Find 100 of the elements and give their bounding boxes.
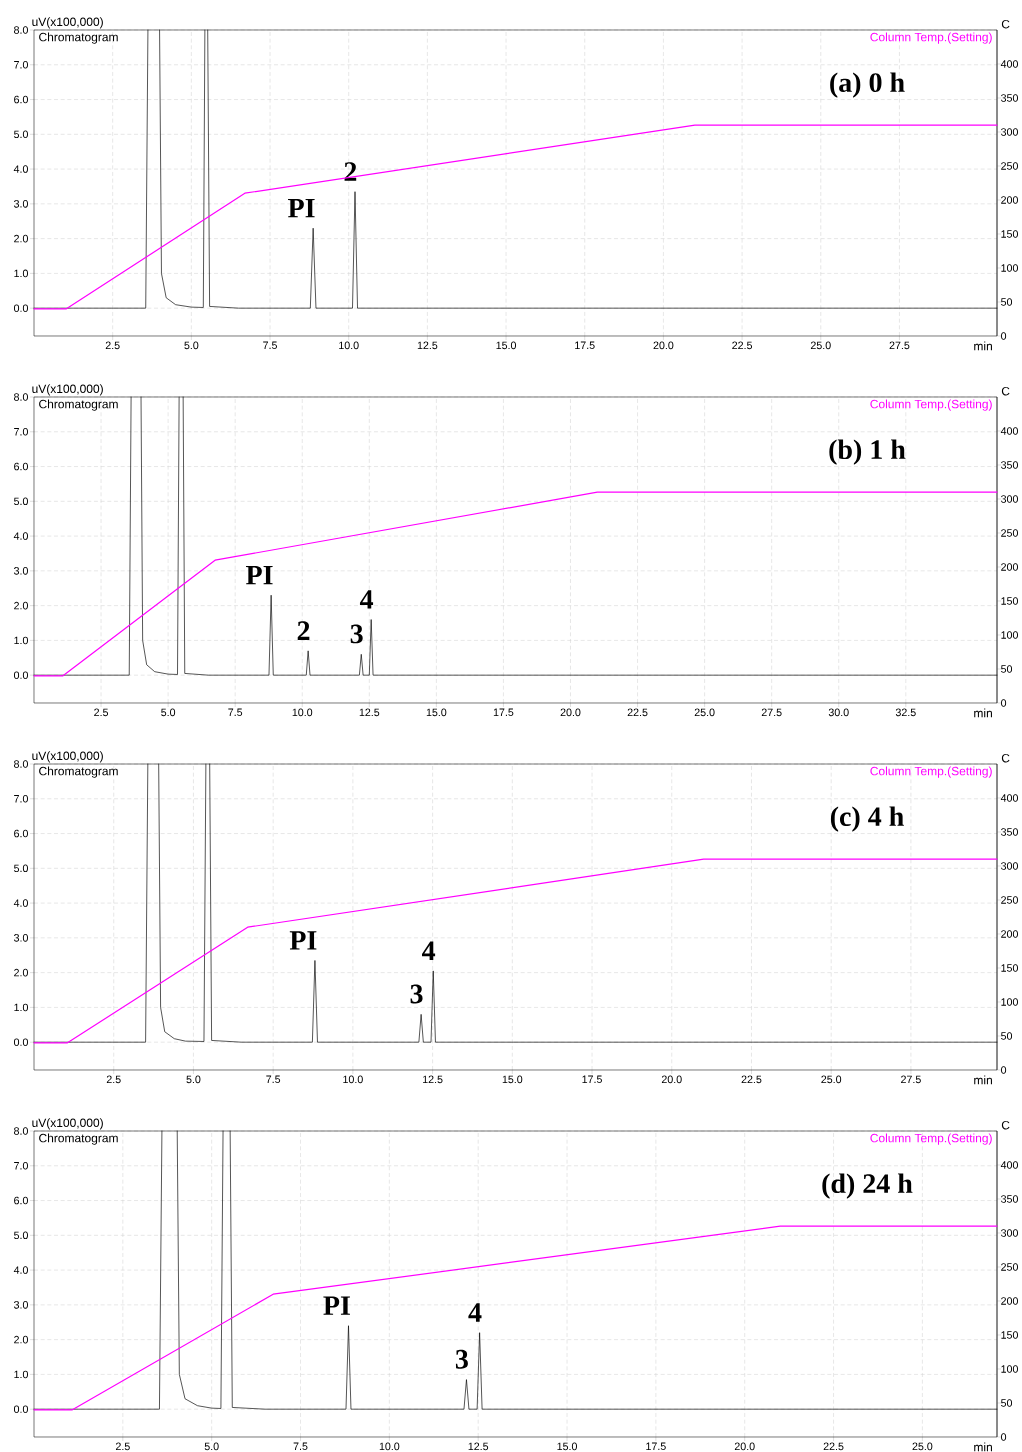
x-tick-label: 7.5 [263, 341, 277, 350]
y-tick-label: 5.0 [13, 1231, 28, 1240]
y-tick-label: 2.0 [14, 601, 28, 610]
x-tick-label: 20.0 [653, 341, 674, 350]
x-tick-label: 12.5 [423, 1075, 443, 1084]
annotation: 2 [344, 162, 357, 181]
x-tick-label: 15.0 [557, 1442, 577, 1451]
y-tick-label: 4.0 [13, 899, 28, 907]
x-tick-label: 12.5 [468, 1442, 489, 1451]
x-axis-title: min [974, 708, 992, 718]
series-label: Chromatogram [39, 399, 118, 411]
annotation: PI [323, 1296, 350, 1315]
y2-tick-label: 400 [1000, 1161, 1018, 1169]
y2-tick-label: 150 [1001, 230, 1018, 238]
x-tick-label: 22.5 [627, 708, 648, 717]
x-tick-label: 5.0 [161, 708, 176, 717]
y-tick-label: 8.0 [14, 1127, 28, 1135]
annotation: PI [289, 931, 317, 950]
y-tick-label: 6.0 [14, 462, 28, 471]
y2-tick-label: 150 [1001, 964, 1018, 972]
y2-tick-label: 250 [1001, 529, 1018, 537]
y2-tick-label: 300 [1001, 128, 1018, 136]
x-tick-label: 10.0 [339, 341, 359, 350]
y-tick-label: 4.0 [13, 532, 28, 540]
y2-tick-label: 100 [1001, 264, 1018, 272]
y-tick-label: 1.0 [14, 636, 28, 645]
y2-tick-label: 150 [1001, 1331, 1018, 1339]
y2-tick-label: 200 [1001, 1297, 1018, 1305]
text: Column Temp.(Setting) [870, 1133, 992, 1145]
x-tick-label: 2.5 [105, 341, 120, 350]
y-tick-label: 3.0 [13, 1301, 28, 1309]
x-tick-label: 20.0 [560, 708, 581, 717]
x-tick-label: 25.0 [810, 341, 831, 350]
text: Column Temp.(Setting) [870, 32, 992, 44]
y-axis-title: uV(x100,000) [32, 384, 103, 396]
x-tick-label: 22.5 [732, 341, 753, 350]
y2-tick-label: 0 [1001, 332, 1007, 340]
y2-tick-label: 250 [1001, 896, 1018, 904]
y2-tick-label: 350 [1001, 828, 1018, 836]
y2-axis-title: C [1001, 19, 1010, 29]
y-tick-label: 5.0 [13, 864, 28, 873]
y-tick-label: 2.0 [14, 234, 28, 243]
y2-tick-label: 200 [1001, 930, 1018, 938]
y-tick-label: 0.0 [13, 1405, 28, 1413]
x-tick-label: 12.5 [417, 341, 438, 350]
y2-tick-label: 200 [1001, 563, 1018, 571]
annotation: 4 [468, 1303, 482, 1322]
x-tick-label: 22.5 [823, 1442, 844, 1451]
y-tick-label: 3.0 [13, 567, 28, 575]
y-tick-label: 2.0 [14, 1335, 28, 1344]
y2-tick-label: 350 [1001, 461, 1018, 469]
y2-tick-label: 50 [1001, 1399, 1013, 1407]
y2-tick-label: 300 [1001, 862, 1018, 870]
y-tick-label: 7.0 [14, 1162, 28, 1170]
x-tick-label: 12.5 [359, 708, 380, 717]
y-tick-label: 2.0 [14, 968, 28, 977]
y2-tick-label: 0 [1001, 1433, 1007, 1441]
y-axis-title: uV(x100,000) [32, 751, 103, 763]
x-tick-label: 27.5 [761, 708, 782, 717]
y-tick-label: 0.0 [13, 671, 28, 679]
y-tick-label: 7.0 [14, 60, 28, 69]
y-tick-label: 1.0 [14, 1370, 28, 1379]
y2-tick-label: 350 [1001, 1195, 1018, 1203]
y2-tick-label: 250 [1001, 162, 1018, 170]
x-tick-label: 25.0 [694, 708, 715, 717]
y2-tick-label: 50 [1001, 1032, 1013, 1040]
x-tick-label: 20.0 [734, 1442, 755, 1451]
y2-axis-title: C [1001, 386, 1010, 396]
y-tick-label: 4.0 [13, 165, 28, 173]
x-tick-label: 25.0 [912, 1442, 933, 1451]
y2-tick-label: 300 [1001, 495, 1018, 503]
y-axis-title: uV(x100,000) [32, 1118, 103, 1130]
x-tick-label: 22.5 [741, 1075, 762, 1084]
y2-tick-label: 400 [1000, 427, 1018, 435]
annotation: 4 [422, 941, 436, 960]
y-tick-label: 6.0 [14, 1196, 28, 1205]
y2-tick-label: 50 [1001, 298, 1013, 306]
x-tick-label: 2.5 [106, 1075, 121, 1084]
x-tick-label: 25.0 [821, 1075, 842, 1084]
y-tick-label: 3.0 [13, 200, 28, 208]
x-tick-label: 7.5 [266, 1075, 281, 1084]
annotation: 3 [455, 1349, 468, 1369]
annotation: (a) 0 h [830, 72, 905, 98]
x-tick-label: 17.5 [493, 708, 514, 717]
y2-tick-label: 400 [1000, 60, 1018, 68]
y2-axis-title: C [1001, 753, 1010, 763]
y-tick-label: 1.0 [14, 269, 28, 278]
x-tick-label: 5.0 [184, 341, 199, 350]
y2-tick-label: 150 [1001, 597, 1018, 605]
y2-axis-title: C [1001, 1120, 1010, 1130]
y-tick-label: 3.0 [13, 934, 28, 942]
y-tick-label: 5.0 [13, 497, 28, 506]
annotation: 3 [350, 624, 363, 644]
y-tick-label: 1.0 [14, 1003, 28, 1012]
y-tick-label: 0.0 [13, 304, 28, 312]
text: Chromatogram [39, 32, 118, 44]
x-tick-label: 17.5 [646, 1442, 666, 1451]
x-axis-title: min [974, 341, 992, 351]
annotation: (c) 4 h [830, 806, 904, 832]
y-tick-label: 8.0 [14, 393, 28, 401]
